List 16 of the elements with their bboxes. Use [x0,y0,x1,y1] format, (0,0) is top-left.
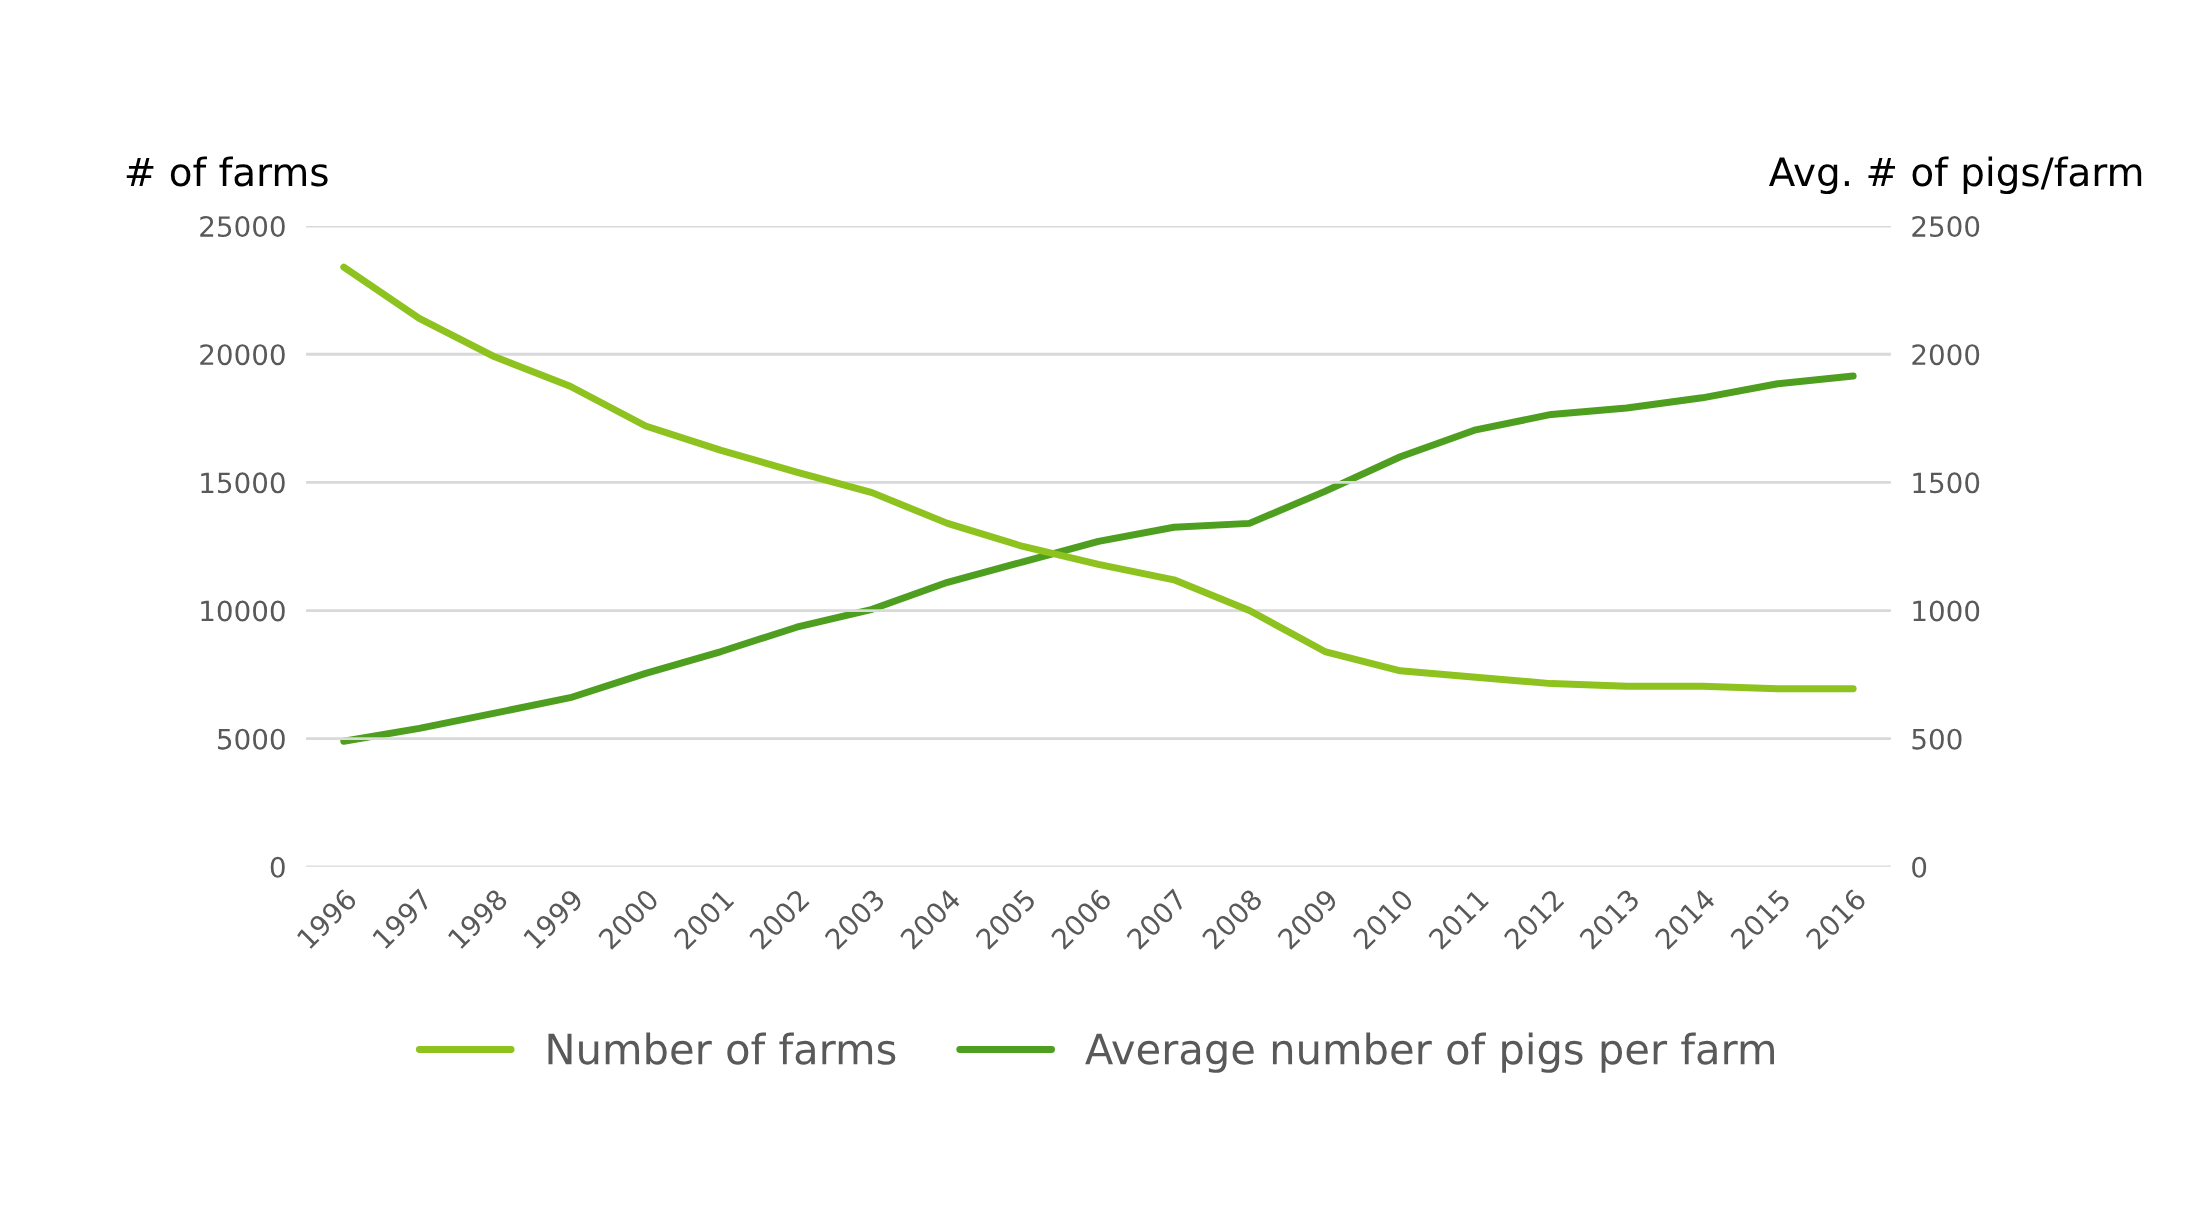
y-tick-label: 0 [270,856,285,878]
y-tick-label: 25000 [200,216,285,238]
y2-tick-label: 2500 [1912,216,1980,238]
y2-axis-title: Avg. # of pigs/farm [1768,156,2142,195]
legend-label: Number of farms [548,1032,896,1065]
y2-tick-label: 2000 [1912,344,1980,366]
y2-tick-label: 500 [1912,728,1962,750]
y2-tick-label: 0 [1912,856,1927,878]
y-tick-label: 5000 [218,728,285,750]
y2-tick-label: 1000 [1913,600,1980,622]
legend-label: Average number of pigs per farm [1085,1032,1774,1073]
y-axis-title: # of farms [126,156,328,187]
y-tick-label: 20000 [200,344,285,366]
y-tick-label: 15000 [201,472,285,494]
y2-tick-label: 1500 [1913,472,1980,494]
y-tick-label: 10000 [201,600,285,622]
